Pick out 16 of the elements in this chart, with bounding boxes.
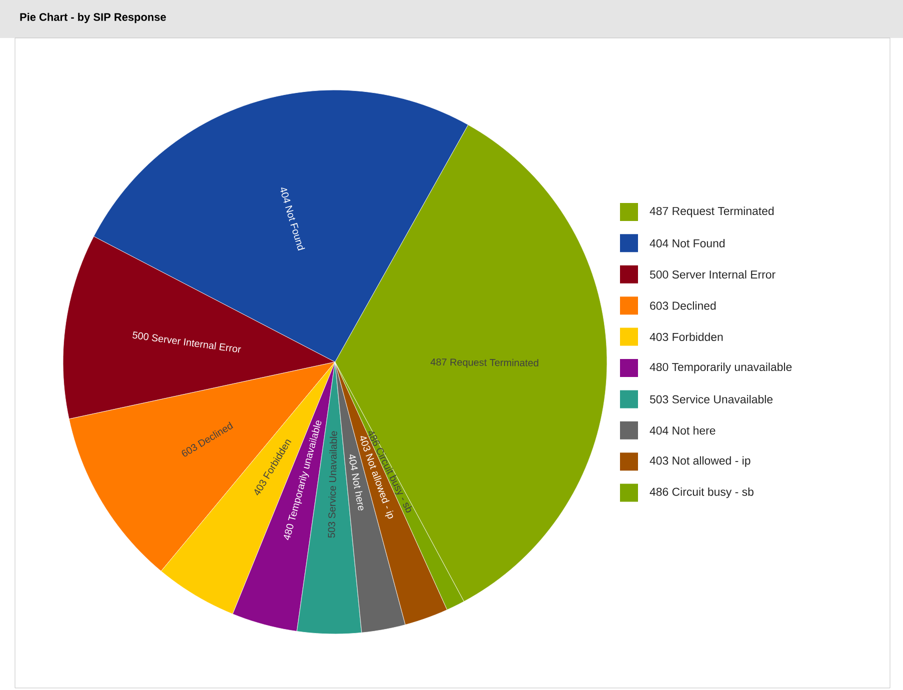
legend-label: 403 Not allowed - ip (650, 456, 750, 467)
legend-label: 603 Declined (650, 301, 716, 310)
legend-label: 404 Not Found (650, 238, 725, 248)
slice-label: 487 Request Terminated (430, 358, 538, 368)
legend-label: 503 Service Unavailable (650, 394, 773, 404)
slice-label: 503 Service Unavailable (328, 431, 338, 538)
slice-label: 404 Not here (348, 454, 364, 511)
slice-label: 500 Server Internal Error (132, 331, 242, 353)
chart-title: Pie Chart - by SIP Response (20, 12, 166, 24)
legend-label: 487 Request Terminated (650, 206, 774, 218)
legend-label: 486 Circuit busy - sb (650, 487, 754, 498)
legend-label: 480 Temporarily unavailable (650, 362, 792, 374)
legend-label: 403 Forbidden (650, 332, 723, 341)
slice-label: 404 Not Found (280, 188, 306, 251)
legend-label: 404 Not here (650, 426, 716, 435)
legend-label: 500 Server Internal Error (650, 270, 776, 279)
